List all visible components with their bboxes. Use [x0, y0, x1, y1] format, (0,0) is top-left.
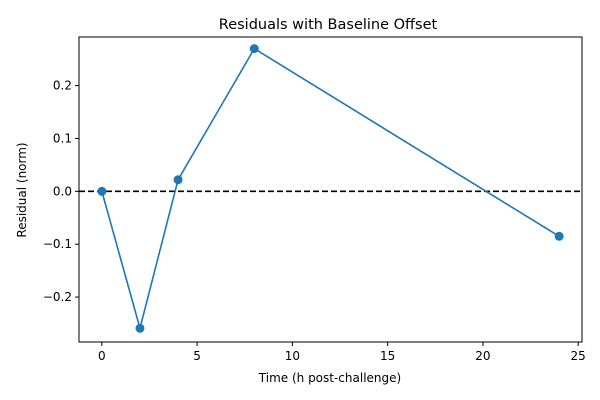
plot-area-frame: [78, 36, 583, 343]
y-tick-label: −0.2: [43, 290, 72, 304]
x-tick-label: 0: [98, 349, 106, 363]
series-line: [101, 47, 560, 332]
x-tick-label: 20: [475, 349, 490, 363]
chart-title: Residuals with Baseline Offset: [219, 17, 438, 33]
data-point: [97, 186, 107, 196]
y-tick-label: 0.1: [53, 131, 72, 145]
y-axis: −0.2 −0.1 0.0 0.1 0.2: [43, 79, 79, 304]
data-point: [135, 323, 145, 333]
data-point: [173, 175, 183, 185]
data-point: [249, 44, 259, 54]
series-layer: [97, 44, 564, 333]
y-tick-label: 0.0: [53, 184, 72, 198]
x-tick-label: 15: [380, 349, 395, 363]
y-axis-title: Residual (norm): [15, 142, 29, 237]
y-tick-label: 0.2: [53, 79, 72, 93]
data-point: [554, 231, 564, 241]
x-axis-title: Time (h post-challenge): [258, 371, 401, 385]
x-tick-label: 5: [193, 349, 201, 363]
x-axis: 0 5 10 15 20 25: [98, 342, 586, 363]
x-tick-label: 10: [285, 349, 300, 363]
x-tick-label: 25: [571, 349, 586, 363]
y-tick-label: −0.1: [43, 237, 72, 251]
